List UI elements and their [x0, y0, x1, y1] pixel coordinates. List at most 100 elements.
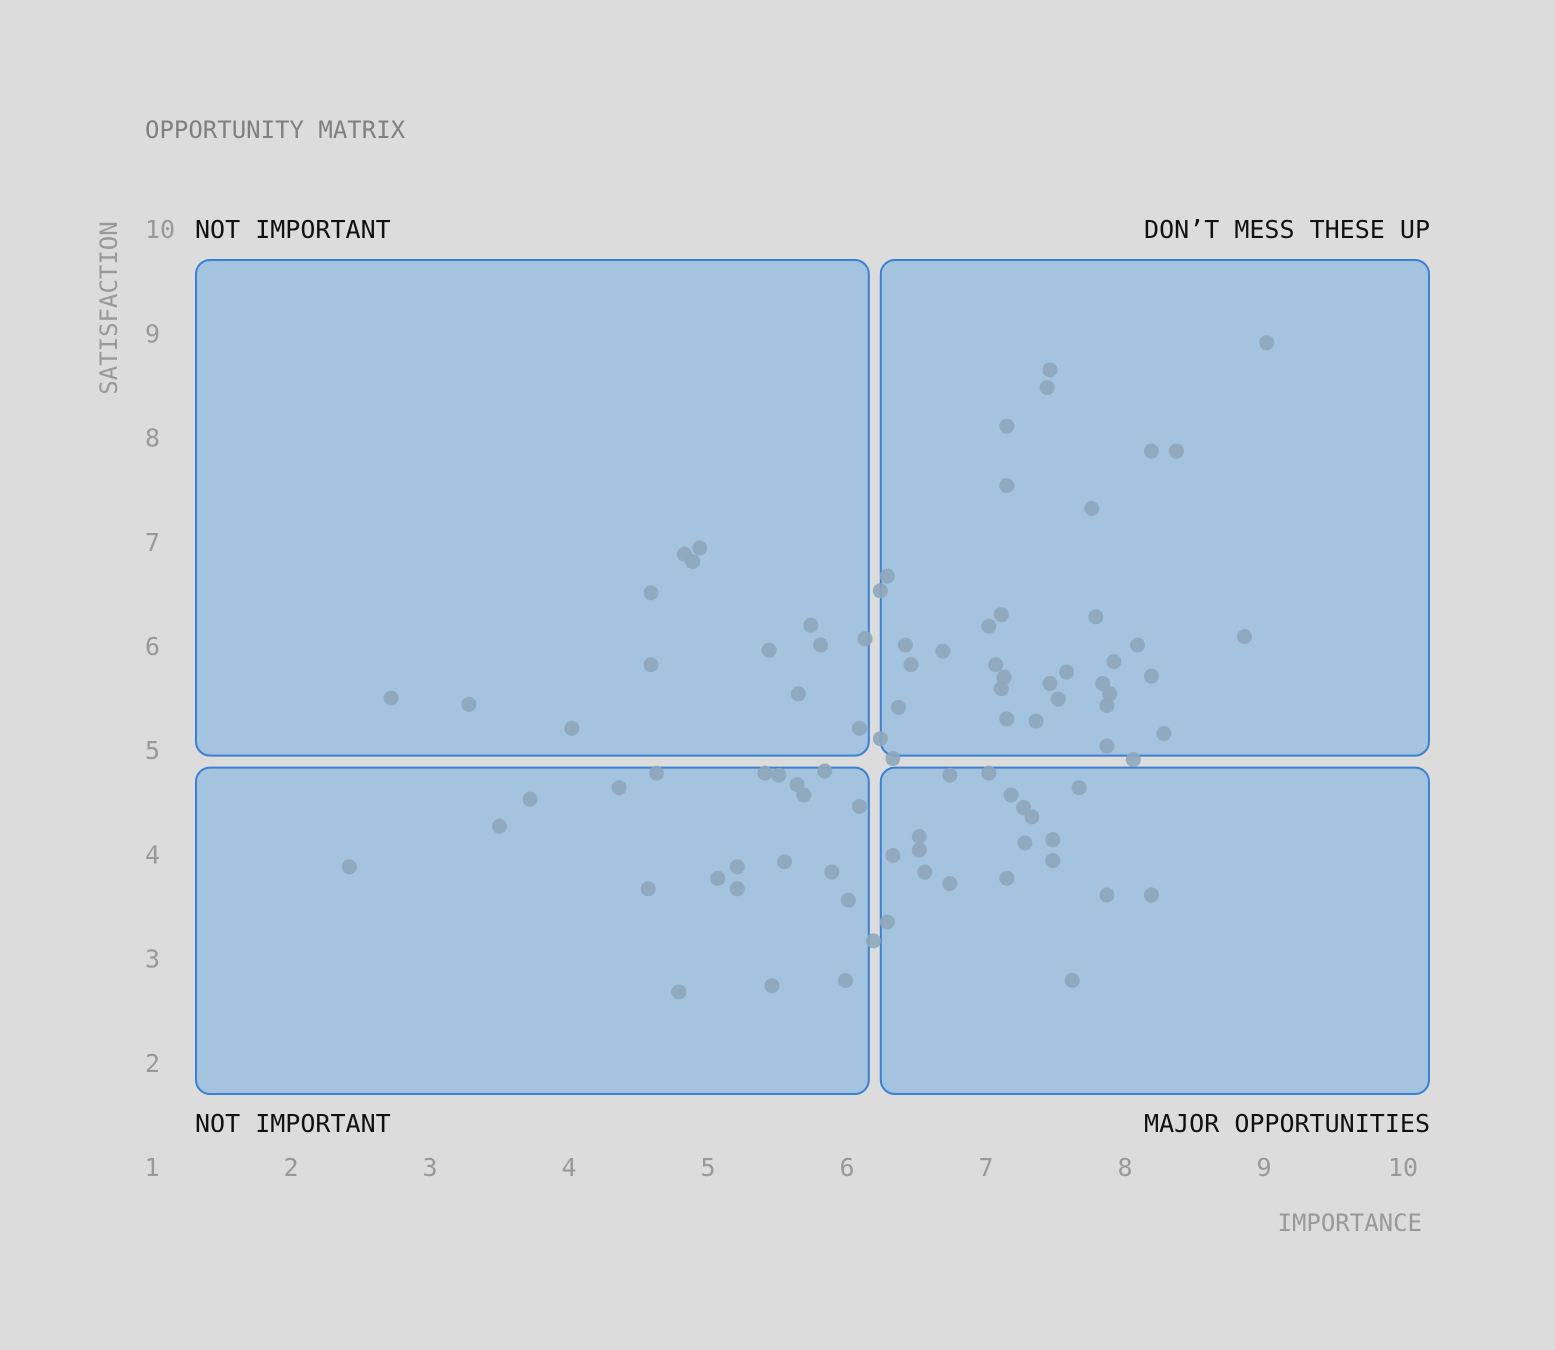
y-tick-label: 7 — [145, 528, 160, 557]
scatter-point — [1028, 713, 1044, 729]
scatter-point — [1042, 362, 1058, 378]
scatter-point — [872, 731, 888, 747]
scatter-point — [999, 418, 1015, 434]
scatter-point — [1237, 629, 1253, 645]
scatter-point — [729, 859, 745, 875]
scatter-point — [729, 881, 745, 897]
x-axis-label: IMPORTANCE — [1278, 1209, 1423, 1237]
x-axis-ticks: 1 2 3 4 5 6 7 8 9 10 — [144, 1153, 1418, 1182]
scatter-point — [981, 765, 997, 781]
quadrant-bottom-right — [879, 766, 1430, 1095]
quadrant-label-bottom-left: NOT IMPORTANT — [195, 1109, 391, 1138]
x-tick-label: 5 — [700, 1153, 715, 1182]
chart-title: OPPORTUNITY MATRIX — [145, 116, 406, 144]
scatter-point — [1143, 668, 1159, 684]
scatter-point — [942, 876, 958, 892]
scatter-point — [885, 751, 901, 767]
scatter-point — [813, 637, 829, 653]
x-tick-label: 9 — [1256, 1153, 1271, 1182]
y-tick-label: 4 — [145, 840, 160, 869]
y-tick-label: 9 — [145, 319, 160, 348]
scatter-point — [1059, 664, 1075, 680]
scatter-point — [492, 818, 507, 834]
scatter-point — [796, 787, 812, 803]
quadrant-label-top-right: DON’T MESS THESE UP — [1144, 215, 1430, 244]
scatter-point — [1099, 887, 1115, 903]
y-axis-ticks: 2 3 4 5 6 7 8 9 10 — [145, 215, 175, 1078]
scatter-point — [761, 642, 777, 658]
scatter-point — [649, 765, 665, 781]
x-tick-label: 8 — [1117, 1153, 1132, 1182]
scatter-point — [671, 984, 687, 1000]
data-points — [341, 335, 1275, 1000]
scatter-point — [764, 978, 780, 994]
quadrant-bottom-left — [195, 766, 870, 1095]
scatter-point — [852, 720, 868, 736]
scatter-point — [1106, 654, 1122, 670]
scatter-point — [1050, 691, 1066, 707]
scatter-point — [1168, 443, 1184, 459]
scatter-point — [1042, 676, 1058, 692]
quadrant-top-right — [879, 259, 1430, 757]
scatter-point — [988, 657, 1004, 673]
scatter-point — [1045, 853, 1061, 869]
y-tick-label: 2 — [145, 1049, 160, 1078]
y-tick-label: 6 — [145, 632, 160, 661]
scatter-point — [643, 585, 659, 601]
x-tick-label: 1 — [144, 1153, 159, 1182]
scatter-point — [1024, 809, 1040, 825]
scatter-point — [564, 720, 580, 736]
scatter-point — [993, 681, 1009, 697]
scatter-point — [935, 643, 951, 659]
scatter-point — [840, 892, 856, 908]
scatter-point — [981, 618, 997, 634]
scatter-point — [1003, 787, 1019, 803]
scatter-point — [1064, 972, 1080, 988]
scatter-point — [776, 854, 792, 870]
scatter-point — [911, 829, 927, 845]
scatter-point — [692, 540, 708, 556]
scatter-point — [1156, 726, 1172, 742]
scatter-point — [865, 933, 881, 949]
scatter-point — [996, 669, 1012, 685]
x-tick-label: 3 — [422, 1153, 437, 1182]
scatter-point — [817, 763, 833, 779]
scatter-point — [611, 780, 627, 796]
scatter-point — [1143, 443, 1159, 459]
scatter-point — [1125, 752, 1141, 768]
scatter-point — [790, 686, 806, 702]
scatter-point — [903, 657, 919, 673]
scatter-point — [341, 859, 357, 875]
scatter-point — [897, 637, 913, 653]
scatter-point — [911, 842, 927, 858]
scatter-point — [1099, 697, 1115, 713]
scatter-point — [1130, 637, 1146, 653]
scatter-point — [872, 583, 888, 599]
scatter-point — [1045, 832, 1061, 848]
scatter-point — [1017, 835, 1033, 851]
x-tick-label: 6 — [839, 1153, 854, 1182]
scatter-point — [917, 864, 933, 880]
quadrant-group — [195, 259, 1430, 1095]
quadrant-top-left — [195, 259, 870, 757]
scatter-point — [461, 696, 477, 712]
scatter-point — [803, 617, 819, 633]
y-axis-label: SATISFACTION — [95, 221, 123, 394]
scatter-point — [879, 568, 895, 584]
scatter-point — [1039, 380, 1055, 396]
scatter-point — [852, 798, 868, 814]
scatter-point — [942, 767, 958, 783]
scatter-point — [1099, 738, 1115, 754]
scatter-point — [1143, 887, 1159, 903]
scatter-point — [999, 478, 1015, 494]
y-tick-label: 3 — [145, 945, 160, 974]
scatter-point — [999, 711, 1015, 727]
scatter-point — [710, 870, 726, 886]
x-tick-label: 7 — [978, 1153, 993, 1182]
scatter-point — [757, 765, 773, 781]
quadrant-label-top-left: NOT IMPORTANT — [195, 215, 391, 244]
y-tick-label: 8 — [145, 424, 160, 453]
x-tick-label: 10 — [1388, 1153, 1418, 1182]
scatter-point — [522, 791, 538, 807]
